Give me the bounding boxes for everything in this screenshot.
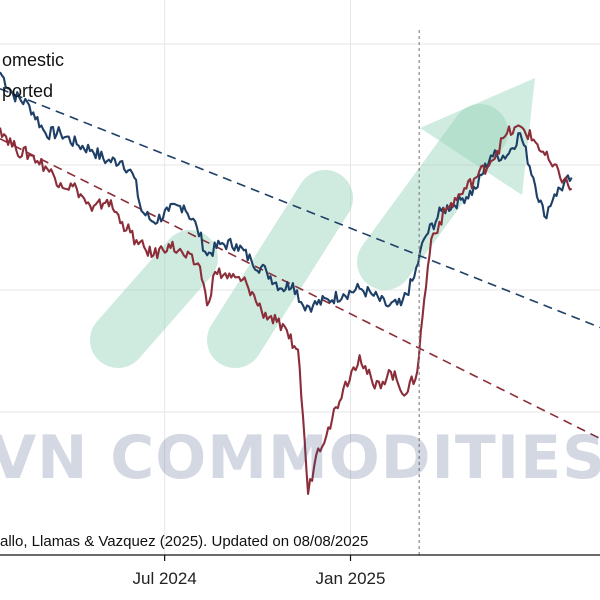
watermark-text: VN COMMODITIES — [0, 423, 600, 493]
grid — [0, 0, 600, 555]
x-tick-label-0: Jul 2024 — [133, 569, 197, 588]
series-line-1 — [0, 124, 573, 495]
legend: omestic ported — [2, 50, 64, 101]
legend-label-domestic: omestic — [2, 50, 64, 70]
watermark-logo — [90, 78, 535, 368]
logo-bar-2 — [207, 170, 353, 368]
trendline-0 — [0, 88, 600, 329]
series-lines — [0, 71, 573, 495]
trendline-1 — [0, 138, 600, 440]
logo-arrow-shaft — [357, 104, 508, 290]
source-note: allo, Llamas & Vazquez (2025). Updated o… — [0, 533, 368, 550]
x-axis: Jul 2024 Jan 2025 — [0, 554, 600, 588]
series-line-0 — [0, 71, 573, 313]
logo-arrow-head — [420, 78, 535, 195]
logo-bar-1 — [90, 230, 218, 368]
legend-label-imported: ported — [2, 81, 53, 101]
trendlines — [0, 88, 600, 440]
x-tick-label-1: Jan 2025 — [316, 569, 386, 588]
